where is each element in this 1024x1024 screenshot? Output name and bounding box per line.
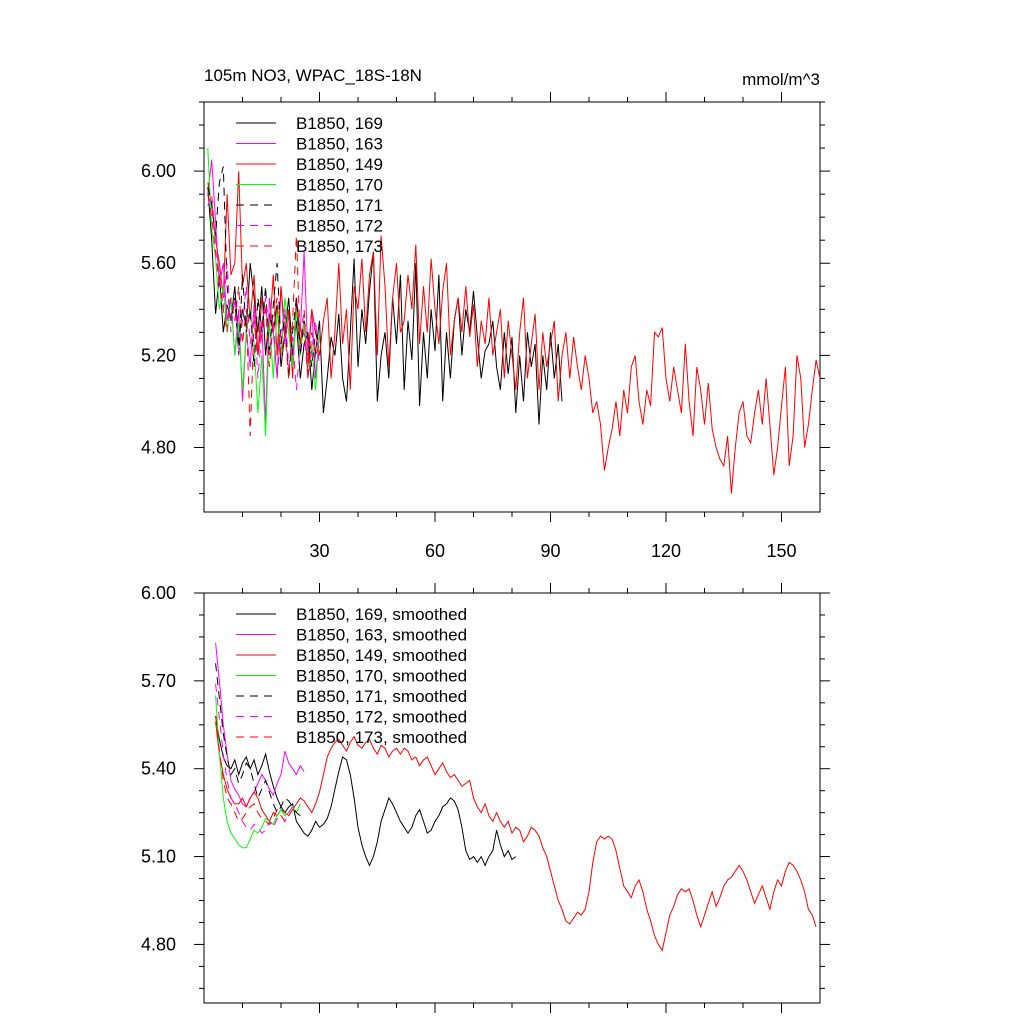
series-group: [215, 642, 817, 952]
y-tick-label: 6.00: [141, 161, 176, 181]
legend-label: B1850, 171: [296, 196, 383, 215]
series-line-b1850-172: [207, 193, 320, 390]
x-tick-label: 30: [309, 541, 329, 561]
series-line-b1850-173-smoothed: [215, 715, 290, 826]
panel-bottom: 4.80 5.10 5.40 5.70 6.00 B1850, 169, smoothed…: [141, 583, 830, 1013]
legend-label: B1850, 149: [296, 155, 383, 174]
series-line-b1850-170-smoothed: [215, 695, 301, 849]
legend-label: B1850, 170: [296, 176, 383, 195]
legend-label: B1850, 149, smoothed: [296, 646, 467, 665]
series-line-b1850-163: [207, 159, 320, 425]
y-tick-label: 5.20: [141, 345, 176, 365]
x-tick-label: 150: [766, 541, 796, 561]
legend-label: B1850, 169, smoothed: [296, 605, 467, 624]
legend-label: B1850, 163: [296, 135, 383, 154]
chart-title: 105m NO3, WPAC_18S-18N: [204, 66, 422, 85]
series-line-b1850-169-smoothed: [215, 715, 517, 867]
legend-label: B1850, 163, smoothed: [296, 626, 467, 645]
series-group: [207, 148, 820, 494]
y-tick-label: 4.80: [141, 934, 176, 954]
series-line-b1850-163-smoothed: [215, 642, 305, 808]
legend-label: B1850, 172: [296, 217, 383, 236]
legend: B1850, 169, smoothed B1850, 163, smoothed…: [236, 605, 467, 747]
legend-label: B1850, 172, smoothed: [296, 708, 467, 727]
legend-label: B1850, 170, smoothed: [296, 667, 467, 686]
series-line-b1850-171: [207, 166, 320, 379]
y-tick-label: 4.80: [141, 438, 176, 458]
series-line-b1850-149-smoothed: [215, 721, 817, 952]
y-tick-label: 5.40: [141, 759, 176, 779]
y-tick-label: 5.60: [141, 253, 176, 273]
legend-label: B1850, 171, smoothed: [296, 687, 467, 706]
y-tick-label: 5.70: [141, 671, 176, 691]
x-tick-label: 90: [540, 541, 560, 561]
legend-label: B1850, 173, smoothed: [296, 728, 467, 747]
series-line-b1850-172-smoothed: [215, 683, 294, 834]
x-tick-label: 120: [651, 541, 681, 561]
legend-label: B1850, 169: [296, 114, 383, 133]
series-line-b1850-173: [207, 194, 320, 437]
x-tick-label: 60: [425, 541, 445, 561]
y-tick-label: 5.10: [141, 847, 176, 867]
units-label: mmol/m^3: [742, 70, 820, 89]
y-tick-label: 6.00: [141, 583, 176, 603]
legend-label: B1850, 173: [296, 237, 383, 256]
